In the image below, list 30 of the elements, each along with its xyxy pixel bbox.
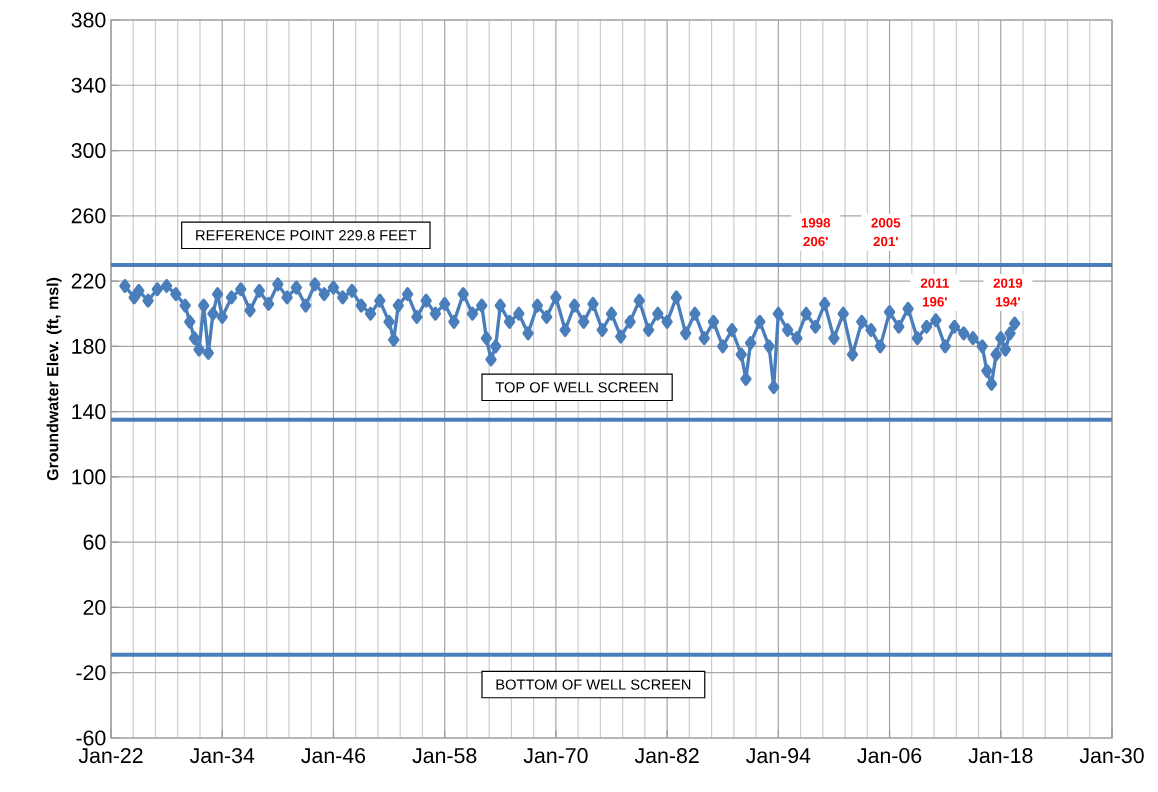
y-tick-label: -20 [76, 665, 106, 681]
annotation: 2019 194' [993, 278, 1023, 307]
y-tick-label: 300 [71, 142, 106, 159]
annotation: 1998 206' [801, 218, 831, 247]
ref-line-label: BOTTOM OF WELL SCREEN [496, 679, 691, 690]
y-tick-label: 340 [71, 77, 106, 93]
y-tick-label: 220 [71, 273, 106, 289]
y-tick-label: 180 [72, 338, 106, 354]
x-tick-label: Jan-46 [301, 748, 366, 764]
annotation: 2005 201' [871, 218, 901, 247]
y-tick-label: 380 [71, 12, 106, 28]
annotation: 2011 196' [920, 278, 949, 307]
y-tick-label: 20 [83, 599, 106, 615]
x-tick-label: Jan-18 [968, 748, 1033, 764]
ref-line-label: REFERENCE POINT 229.8 FEET [196, 230, 417, 241]
x-tick-label: Jan-06 [857, 748, 922, 764]
y-tick-label: 140 [72, 404, 106, 420]
x-tick-label: Jan-30 [1079, 748, 1144, 764]
x-tick-label: Jan-70 [523, 748, 588, 764]
y-tick-label: 60 [83, 534, 106, 550]
y-tick-label: -60 [76, 730, 106, 746]
x-tick-label: Jan-34 [189, 748, 255, 764]
y-tick-label: 260 [71, 208, 106, 224]
x-tick-label: Jan-82 [634, 748, 699, 764]
x-tick-label: Jan-22 [78, 748, 143, 764]
y-tick-label: 100 [72, 469, 106, 485]
x-tick-label: Jan-58 [412, 748, 477, 764]
y-axis-title: Groundwater Elev. (ft, msl) [46, 277, 62, 481]
x-tick-label: Jan-94 [746, 748, 811, 764]
ref-line-label: TOP OF WELL SCREEN [495, 382, 658, 393]
